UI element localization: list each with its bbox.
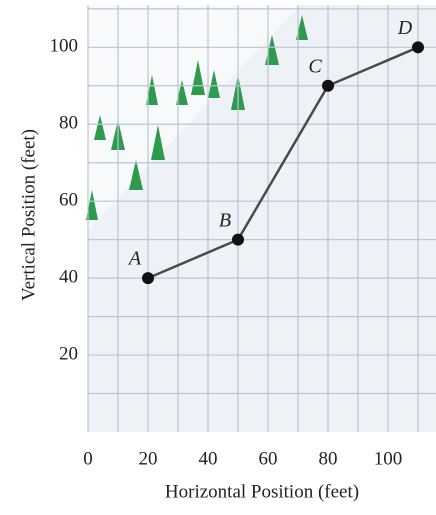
point — [412, 41, 424, 54]
y-tick-label: 80 — [59, 113, 78, 134]
point-label: B — [219, 209, 231, 231]
point-label: C — [308, 55, 322, 77]
y-tick-label: 20 — [59, 343, 78, 364]
y-axis-label: Vertical Position (feet) — [18, 129, 39, 301]
point — [142, 272, 154, 285]
x-tick-label: 100 — [374, 448, 403, 469]
point-label: A — [127, 248, 142, 270]
point — [232, 233, 244, 246]
x-tick-label: 80 — [319, 448, 338, 469]
x-axis-label: Horizontal Position (feet) — [165, 481, 359, 502]
x-tick-label: 40 — [199, 448, 218, 469]
y-tick-label: 40 — [59, 266, 78, 287]
grid — [87, 5, 436, 432]
y-tick-label: 60 — [59, 190, 78, 211]
point — [322, 79, 334, 92]
x-tick-label: 0 — [83, 448, 93, 469]
x-tick-label: 60 — [259, 448, 278, 469]
line — [147, 46, 419, 280]
y-tick-label: 100 — [50, 36, 79, 57]
x-tick-label: 20 — [139, 448, 158, 469]
point-label: D — [397, 17, 413, 39]
snow-slope — [88, 5, 300, 230]
